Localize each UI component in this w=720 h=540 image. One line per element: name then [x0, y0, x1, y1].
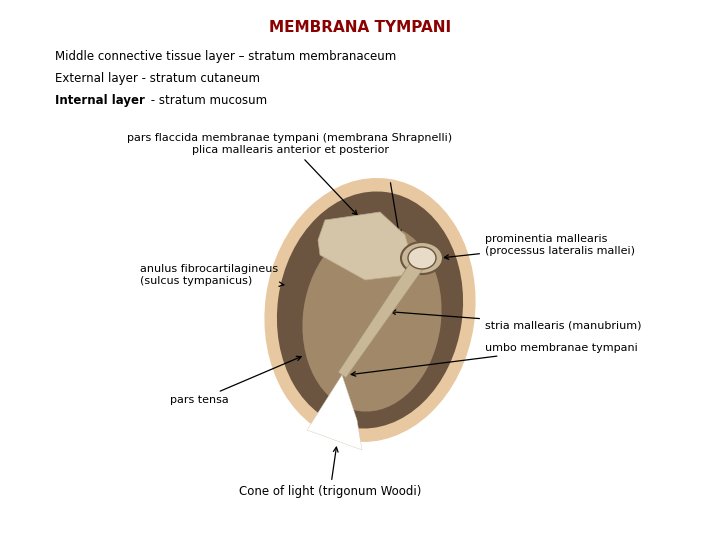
Text: prominentia mallearis
(processus lateralis mallei): prominentia mallearis (processus lateral…	[444, 234, 635, 259]
Ellipse shape	[277, 192, 463, 429]
Text: External layer - stratum cutaneum: External layer - stratum cutaneum	[55, 72, 260, 85]
Text: stria mallearis (manubrium): stria mallearis (manubrium)	[391, 310, 642, 330]
Text: - stratum mucosum: - stratum mucosum	[147, 94, 267, 107]
Ellipse shape	[401, 242, 443, 274]
Polygon shape	[338, 254, 428, 377]
Polygon shape	[307, 375, 362, 450]
Text: anulus fibrocartilagineus
(sulcus tympanicus): anulus fibrocartilagineus (sulcus tympan…	[140, 264, 284, 286]
Text: MEMBRANA TYMPANI: MEMBRANA TYMPANI	[269, 20, 451, 35]
Ellipse shape	[264, 178, 476, 442]
Text: umbo membranae tympani: umbo membranae tympani	[351, 343, 638, 376]
Text: Middle connective tissue layer – stratum membranaceum: Middle connective tissue layer – stratum…	[55, 50, 396, 63]
Ellipse shape	[408, 247, 436, 269]
Text: pars flaccida membranae tympani (membrana Shrapnelli)
plica mallearis anterior e: pars flaccida membranae tympani (membran…	[127, 133, 453, 215]
Text: Internal layer: Internal layer	[55, 94, 145, 107]
Ellipse shape	[302, 225, 441, 411]
Text: Cone of light (trigonum Woodi): Cone of light (trigonum Woodi)	[239, 447, 421, 498]
Polygon shape	[318, 212, 412, 280]
Text: pars tensa: pars tensa	[170, 356, 301, 405]
